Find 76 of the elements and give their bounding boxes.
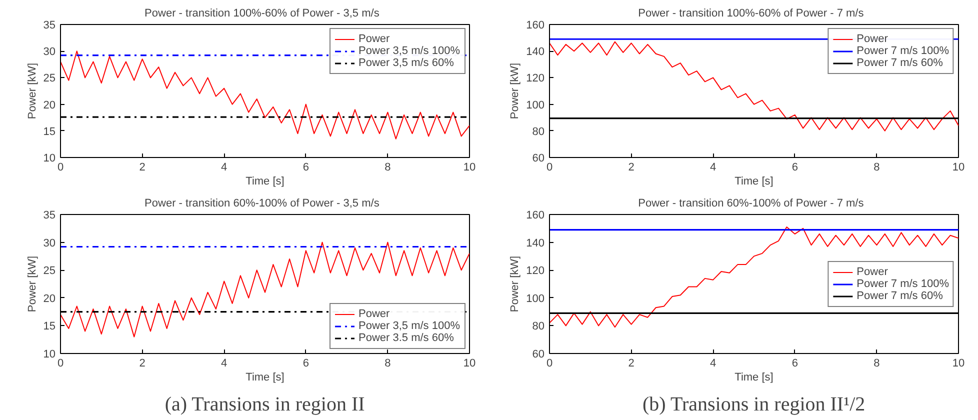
legend-label: Power 7 m/s 60% <box>856 290 943 302</box>
x-tick-label: 10 <box>952 162 965 174</box>
legend-label: Power <box>358 33 390 45</box>
text: (a) Transions in region II <box>164 394 365 416</box>
y-tick-label: 160 <box>526 20 545 32</box>
chart-title: Power - transition 60%-100% of Power - 3,5 m/s <box>144 198 380 210</box>
legend-label: Power 3.5 m/s 60% <box>358 332 454 344</box>
x-axis-title: Time [s] <box>246 372 284 384</box>
x-tick-label: 4 <box>221 358 228 370</box>
y-tick-label: 15 <box>43 126 56 138</box>
y-axis-title: Power [kW] <box>509 256 522 312</box>
y-tick-label: 60 <box>532 152 545 164</box>
y-tick-label: 25 <box>43 72 56 85</box>
x-tick-label: 6 <box>302 162 309 174</box>
legend-label: Power <box>856 266 888 278</box>
line-series <box>550 41 958 132</box>
ref-line-label: Power 3,5 m/s 100% <box>358 45 460 57</box>
y-axis-title: Power [kW] <box>26 256 38 312</box>
y-tick-label: 20 <box>43 292 56 305</box>
y-tick-label: 120 <box>526 265 545 278</box>
x-tick-label: 10 <box>463 162 476 174</box>
y-tick-label: 30 <box>43 237 56 250</box>
y-tick-label: 100 <box>526 292 545 305</box>
x-tick-label: 10 <box>463 358 476 370</box>
chart-title: Power - transition 100%-60% of Power - 7 m/s <box>638 8 864 20</box>
x-tick-label: 2 <box>628 162 634 174</box>
chart-title: Power - transition 60%-100% of Power - 7 m/s <box>638 198 864 210</box>
legend-label: Power 3,5 m/s 100% <box>358 320 460 332</box>
x-tick-label: 4 <box>710 358 716 370</box>
x-tick-label: 8 <box>384 358 391 370</box>
legend-label: Power <box>358 308 390 320</box>
x-tick-label: 6 <box>302 358 309 370</box>
x-tick-label: 8 <box>874 358 880 370</box>
x-axis-title: Time [s] <box>734 176 774 188</box>
legend-label: Power 3,5 m/s 60% <box>358 57 454 69</box>
x-tick-label: 6 <box>792 162 798 174</box>
y-tick-label: 160 <box>526 210 545 222</box>
x-tick-label: 10 <box>952 358 965 370</box>
x-tick-label: 0 <box>546 162 553 174</box>
x-tick-label: 4 <box>221 162 228 174</box>
y-tick-label: 10 <box>43 348 56 360</box>
x-tick-label: 6 <box>792 358 798 370</box>
x-tick-label: 0 <box>546 358 553 370</box>
y-tick-label: 140 <box>526 46 545 58</box>
y-tick-label: 10 <box>43 152 56 164</box>
legend-label: Power 7 m/s 100% <box>856 45 949 57</box>
x-tick-label: 0 <box>57 162 64 174</box>
legend-label: Power 7 m/s 60% <box>856 57 943 69</box>
y-tick-label: 140 <box>526 237 545 250</box>
y-axis-title: Power [kW] <box>26 62 38 120</box>
y-tick-label: 120 <box>526 72 545 85</box>
y-tick-label: 100 <box>526 99 545 112</box>
x-tick-label: 8 <box>874 162 880 174</box>
y-tick-label: 15 <box>43 320 56 333</box>
y-tick-label: 30 <box>43 46 56 58</box>
x-tick-label: 0 <box>57 358 64 370</box>
x-tick-label: 2 <box>139 162 146 174</box>
y-axis-title: Power [kW] <box>509 62 522 120</box>
y-tick-label: 25 <box>43 265 56 278</box>
y-tick-label: 60 <box>532 348 545 360</box>
y-tick-label: 20 <box>43 99 56 112</box>
legend-label: Power <box>856 33 888 45</box>
x-tick-label: 4 <box>710 162 716 174</box>
chart-title: Power - transition 100%-60% of Power - 3,5 m/s <box>144 8 380 20</box>
text: (b) Transions in region II¹/2 <box>642 394 866 416</box>
legend-label: Power 7 m/s 100% <box>856 278 949 290</box>
x-tick-label: 8 <box>384 162 391 174</box>
x-axis-title: Time [s] <box>246 176 284 188</box>
x-axis-title: Time [s] <box>734 372 774 384</box>
y-tick-label: 35 <box>43 210 56 222</box>
y-tick-label: 35 <box>43 20 56 32</box>
y-tick-label: 80 <box>532 126 545 138</box>
y-tick-label: 80 <box>532 320 545 333</box>
x-tick-label: 2 <box>628 358 634 370</box>
x-tick-label: 2 <box>139 358 146 370</box>
line-series <box>550 226 958 328</box>
